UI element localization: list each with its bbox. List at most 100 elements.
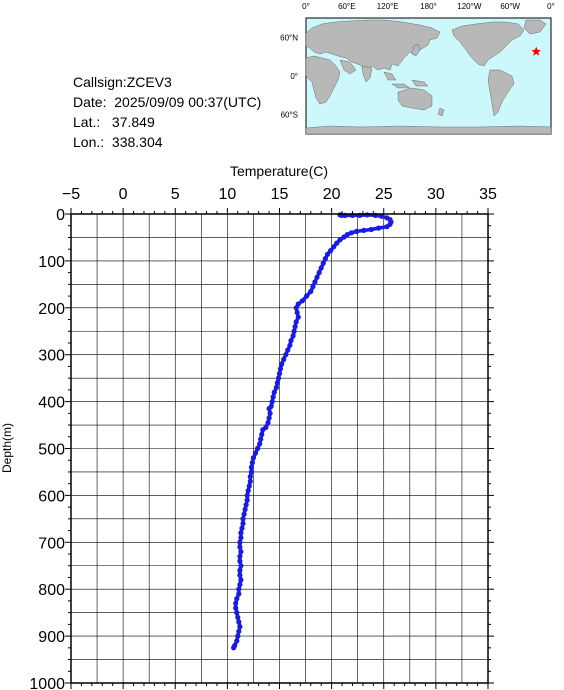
data-point: [247, 474, 253, 480]
profile-points: [231, 212, 394, 651]
x-tick-label: 5: [171, 186, 180, 203]
data-point: [268, 403, 274, 409]
data-point: [295, 314, 301, 320]
data-point: [231, 645, 237, 651]
eurasia-landmass: [305, 19, 441, 71]
india-landmass: [361, 65, 373, 83]
data-point: [248, 469, 254, 475]
antarctica-landmass: [305, 125, 552, 135]
data-point: [237, 553, 243, 560]
lat-label: Lat.:: [73, 114, 101, 130]
data-point: [234, 610, 240, 616]
data-point: [255, 445, 261, 452]
data-point: [273, 384, 279, 391]
cast-info-panel: Callsign:ZCEV3 Date: 2025/09/09 00:37(UT…: [73, 72, 261, 152]
data-point: [237, 558, 243, 564]
data-point: [294, 309, 300, 316]
data-point: [316, 270, 322, 276]
north-america-landmass: [451, 21, 525, 67]
lon-value: 338.304: [111, 134, 163, 150]
y-tick-label: 700: [38, 535, 65, 552]
data-point: [328, 248, 334, 254]
profile-line: [232, 213, 393, 649]
y-tick-label: 300: [38, 348, 65, 365]
star-icon: [531, 46, 541, 56]
africa-landmass: [305, 55, 341, 105]
data-point: [237, 624, 243, 630]
map-longitude-labels: 0° 60°E 120°E 180° 120°W 60°W 0°: [302, 2, 555, 11]
x-tick-label: 15: [271, 186, 289, 203]
map-lon-label: 120°W: [457, 2, 482, 11]
data-point: [247, 478, 253, 484]
data-point: [240, 520, 246, 527]
x-tick-label: 25: [375, 186, 393, 203]
map-land: [305, 19, 552, 135]
data-point: [339, 212, 345, 218]
data-point: [260, 427, 266, 433]
y-tick-label: 100: [38, 254, 65, 271]
data-point: [239, 525, 245, 531]
callsign-line: Callsign:ZCEV3: [73, 72, 261, 92]
data-point: [293, 305, 299, 311]
data-point: [237, 567, 243, 574]
date-line: Date: 2025/09/09 00:37(UTC): [73, 92, 261, 112]
data-point: [243, 502, 249, 508]
data-point: [287, 342, 293, 348]
data-point: [236, 628, 242, 635]
y-tick-label: 200: [38, 301, 65, 318]
data-point: [236, 591, 242, 597]
data-point: [233, 600, 239, 606]
arabia-landmass: [339, 59, 357, 75]
data-point: [368, 226, 374, 233]
data-point: [324, 251, 331, 257]
position-marker: [531, 46, 541, 56]
data-point: [318, 265, 324, 271]
data-point: [246, 483, 252, 489]
data-point: [232, 642, 238, 649]
data-point: [248, 464, 254, 470]
x-tick-label: 0: [119, 186, 128, 203]
map-lon-label: 60°E: [338, 2, 355, 11]
data-point: [234, 596, 240, 602]
map-lon-label: 180°: [420, 2, 437, 11]
data-point: [387, 221, 393, 227]
south-america-landmass: [487, 69, 515, 117]
data-point: [331, 244, 337, 250]
data-point: [320, 260, 326, 266]
x-axis-label: Temperature(C): [230, 163, 328, 179]
data-point: [242, 506, 248, 513]
data-point: [263, 424, 269, 430]
data-point: [249, 460, 255, 466]
data-point: [277, 366, 284, 372]
y-tick-label: 500: [38, 442, 65, 459]
data-point: [344, 232, 350, 238]
callsign-value: ZCEV3: [126, 74, 172, 90]
date-value: 2025/09/09 00:37(UTC): [114, 94, 262, 110]
data-point: [236, 586, 242, 592]
data-point: [250, 455, 256, 461]
data-point: [240, 516, 246, 522]
map-latitude-labels: 60°N 0° 60°S: [280, 33, 298, 119]
map-lat-label: 60°N: [280, 33, 298, 42]
data-point: [252, 450, 259, 456]
x-axis-tick-labels: −5 0 5 10 15 20 25 30 35: [62, 186, 497, 203]
y-tick-label: 600: [38, 488, 65, 505]
data-point: [269, 399, 275, 405]
chart-grid: [70, 213, 489, 684]
newzealand-landmass: [437, 107, 445, 117]
data-point: [310, 284, 316, 290]
data-point: [238, 577, 244, 583]
lon-label: Lon.:: [73, 134, 105, 150]
data-point: [257, 441, 263, 447]
data-point: [288, 338, 294, 344]
y-tick-label: 400: [38, 395, 65, 412]
data-point: [265, 420, 271, 426]
data-point: [379, 213, 385, 219]
y-tick-label: 800: [38, 582, 65, 599]
data-point: [388, 219, 394, 225]
map-lat-label: 60°S: [281, 111, 298, 120]
data-point: [308, 288, 314, 294]
data-point: [259, 431, 265, 437]
data-point: [275, 375, 282, 381]
data-point: [237, 539, 243, 545]
